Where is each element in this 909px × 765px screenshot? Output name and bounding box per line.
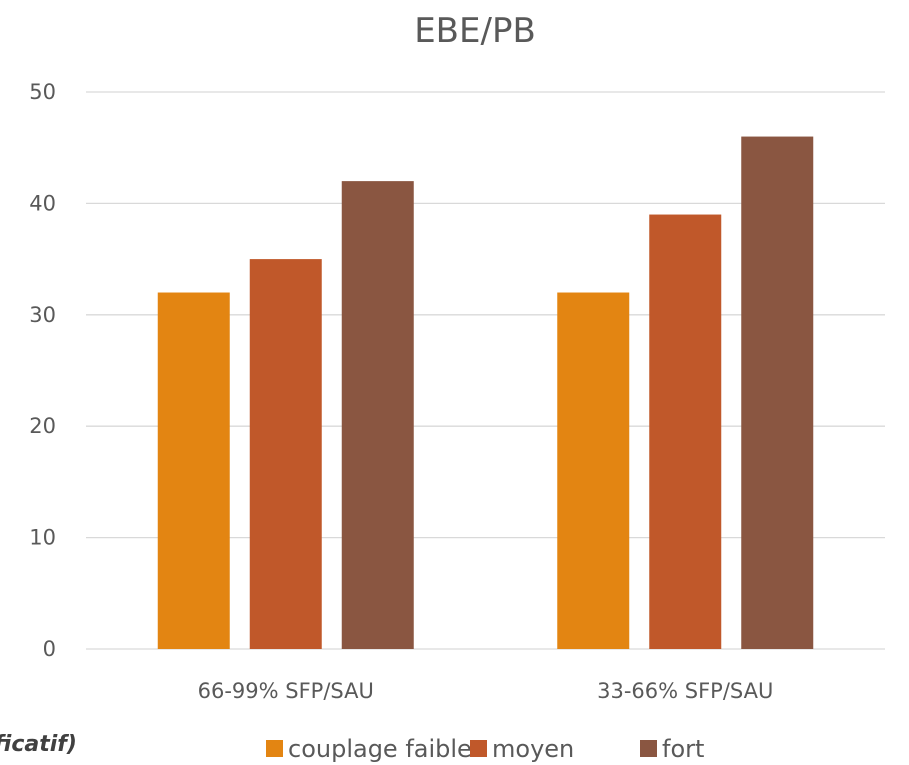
bars — [157, 136, 814, 650]
y-tick-label: 0 — [43, 637, 56, 661]
y-tick-label: 10 — [29, 526, 56, 550]
x-category-label: 66-99% SFP/SAU — [198, 679, 374, 703]
legend-swatch — [640, 740, 657, 757]
y-tick-label: 40 — [29, 191, 56, 215]
bar-moyen-2 — [649, 214, 722, 650]
y-tick-label: 30 — [29, 303, 56, 327]
y-tick-label: 20 — [29, 414, 56, 438]
legend-swatch — [470, 740, 487, 757]
bar-fort-2 — [741, 136, 814, 649]
bar-moyen-1 — [249, 259, 322, 649]
y-tick-label: 50 — [29, 80, 56, 104]
legend-label: fort — [662, 735, 704, 763]
legend: couplage faible moyen fort — [266, 735, 704, 763]
bar-fort-1 — [341, 181, 414, 649]
bar-couplage-faible-1 — [157, 292, 230, 649]
x-category-label: 33-66% SFP/SAU — [597, 679, 773, 703]
legend-label: moyen — [492, 735, 574, 763]
footnote-text: ficatif) — [0, 732, 77, 757]
chart-title: EBE/PB — [414, 11, 536, 51]
legend-swatch — [266, 740, 283, 757]
y-axis-ticks: 0 10 20 30 40 50 — [29, 80, 56, 661]
x-axis-categories: 66-99% SFP/SAU 33-66% SFP/SAU — [198, 679, 774, 703]
legend-label: couplage faible — [288, 735, 472, 763]
bar-couplage-faible-2 — [557, 292, 630, 649]
